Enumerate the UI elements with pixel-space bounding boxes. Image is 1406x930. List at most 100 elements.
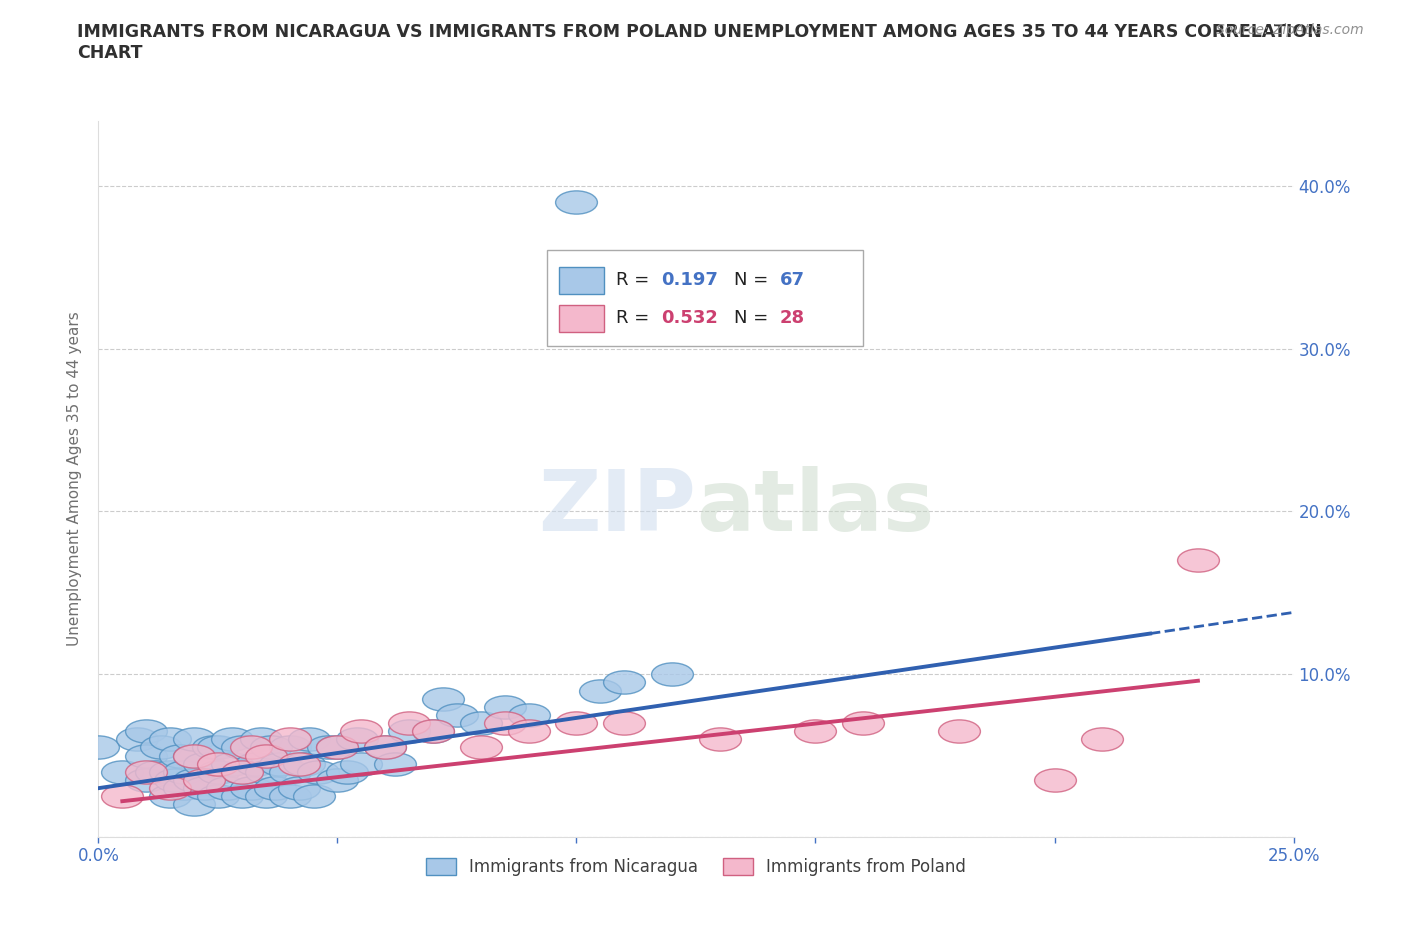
Point xyxy=(245,756,267,771)
Point xyxy=(336,764,359,779)
Point xyxy=(264,781,287,796)
Point xyxy=(326,773,349,788)
Point xyxy=(231,764,253,779)
Point xyxy=(346,732,368,747)
Point xyxy=(159,781,181,796)
Point xyxy=(326,740,349,755)
Point xyxy=(231,764,253,779)
Text: IMMIGRANTS FROM NICARAGUA VS IMMIGRANTS FROM POLAND UNEMPLOYMENT AMONG AGES 35 T: IMMIGRANTS FROM NICARAGUA VS IMMIGRANTS … xyxy=(77,23,1322,62)
Text: 67: 67 xyxy=(780,271,804,289)
Point xyxy=(135,724,157,738)
Point xyxy=(565,716,588,731)
Point xyxy=(278,789,301,804)
Text: 0.197: 0.197 xyxy=(661,271,718,289)
Point xyxy=(159,732,181,747)
Point xyxy=(1187,552,1209,567)
Point xyxy=(207,740,229,755)
Point xyxy=(135,748,157,763)
Point xyxy=(517,724,540,738)
Legend: Immigrants from Nicaragua, Immigrants from Poland: Immigrants from Nicaragua, Immigrants fr… xyxy=(419,851,973,883)
Text: Source: ZipAtlas.com: Source: ZipAtlas.com xyxy=(1216,23,1364,37)
Point xyxy=(384,756,406,771)
FancyBboxPatch shape xyxy=(558,267,605,294)
Point xyxy=(494,699,516,714)
Point xyxy=(111,764,134,779)
Point xyxy=(517,708,540,723)
Point xyxy=(948,724,970,738)
Point xyxy=(661,667,683,682)
Point xyxy=(288,756,311,771)
Y-axis label: Unemployment Among Ages 35 to 44 years: Unemployment Among Ages 35 to 44 years xyxy=(67,312,83,646)
Point xyxy=(240,740,263,755)
Point xyxy=(278,732,301,747)
Point xyxy=(125,732,148,747)
Point xyxy=(259,740,281,755)
Point xyxy=(254,764,277,779)
Point xyxy=(183,797,205,812)
Point xyxy=(202,740,225,755)
Point xyxy=(169,748,191,763)
Point xyxy=(254,748,277,763)
Point xyxy=(250,732,273,747)
Point xyxy=(183,732,205,747)
Point xyxy=(87,740,110,755)
Point xyxy=(183,773,205,788)
Point xyxy=(193,756,215,771)
Point xyxy=(159,764,181,779)
Point xyxy=(135,773,157,788)
Point xyxy=(494,716,516,731)
Point xyxy=(278,740,301,755)
Point xyxy=(173,781,195,796)
Point xyxy=(1091,732,1114,747)
Point xyxy=(432,691,454,706)
Point xyxy=(422,724,444,738)
Point xyxy=(207,756,229,771)
Point xyxy=(470,740,492,755)
Point xyxy=(159,789,181,804)
Point xyxy=(207,789,229,804)
Text: N =: N = xyxy=(734,271,775,289)
Point xyxy=(852,716,875,731)
Point xyxy=(254,789,277,804)
Point xyxy=(350,756,373,771)
Point xyxy=(221,732,243,747)
Point xyxy=(589,683,612,698)
Point xyxy=(398,716,420,731)
Text: 0.532: 0.532 xyxy=(661,309,718,326)
Point xyxy=(565,194,588,209)
Point xyxy=(298,732,321,747)
Point xyxy=(183,748,205,763)
Point xyxy=(145,764,167,779)
Point xyxy=(613,716,636,731)
Text: atlas: atlas xyxy=(696,466,934,549)
Point xyxy=(470,716,492,731)
Point xyxy=(173,764,195,779)
Point xyxy=(135,764,157,779)
Point xyxy=(111,789,134,804)
Point xyxy=(446,708,468,723)
Point xyxy=(613,675,636,690)
FancyBboxPatch shape xyxy=(558,305,605,332)
Point xyxy=(240,781,263,796)
FancyBboxPatch shape xyxy=(547,250,863,347)
Text: ZIP: ZIP xyxy=(538,466,696,549)
Point xyxy=(288,781,311,796)
Point xyxy=(1043,773,1066,788)
Point xyxy=(374,740,396,755)
Point xyxy=(193,773,215,788)
Point xyxy=(709,732,731,747)
Text: R =: R = xyxy=(616,309,655,326)
Text: 28: 28 xyxy=(780,309,804,326)
Point xyxy=(326,740,349,755)
Point xyxy=(398,724,420,738)
Point xyxy=(217,781,239,796)
Point xyxy=(231,789,253,804)
Point xyxy=(374,740,396,755)
Point xyxy=(183,748,205,763)
Point xyxy=(221,756,243,771)
Point xyxy=(302,789,325,804)
Point xyxy=(207,764,229,779)
Point xyxy=(149,740,172,755)
Point xyxy=(163,773,186,788)
Point xyxy=(804,724,827,738)
